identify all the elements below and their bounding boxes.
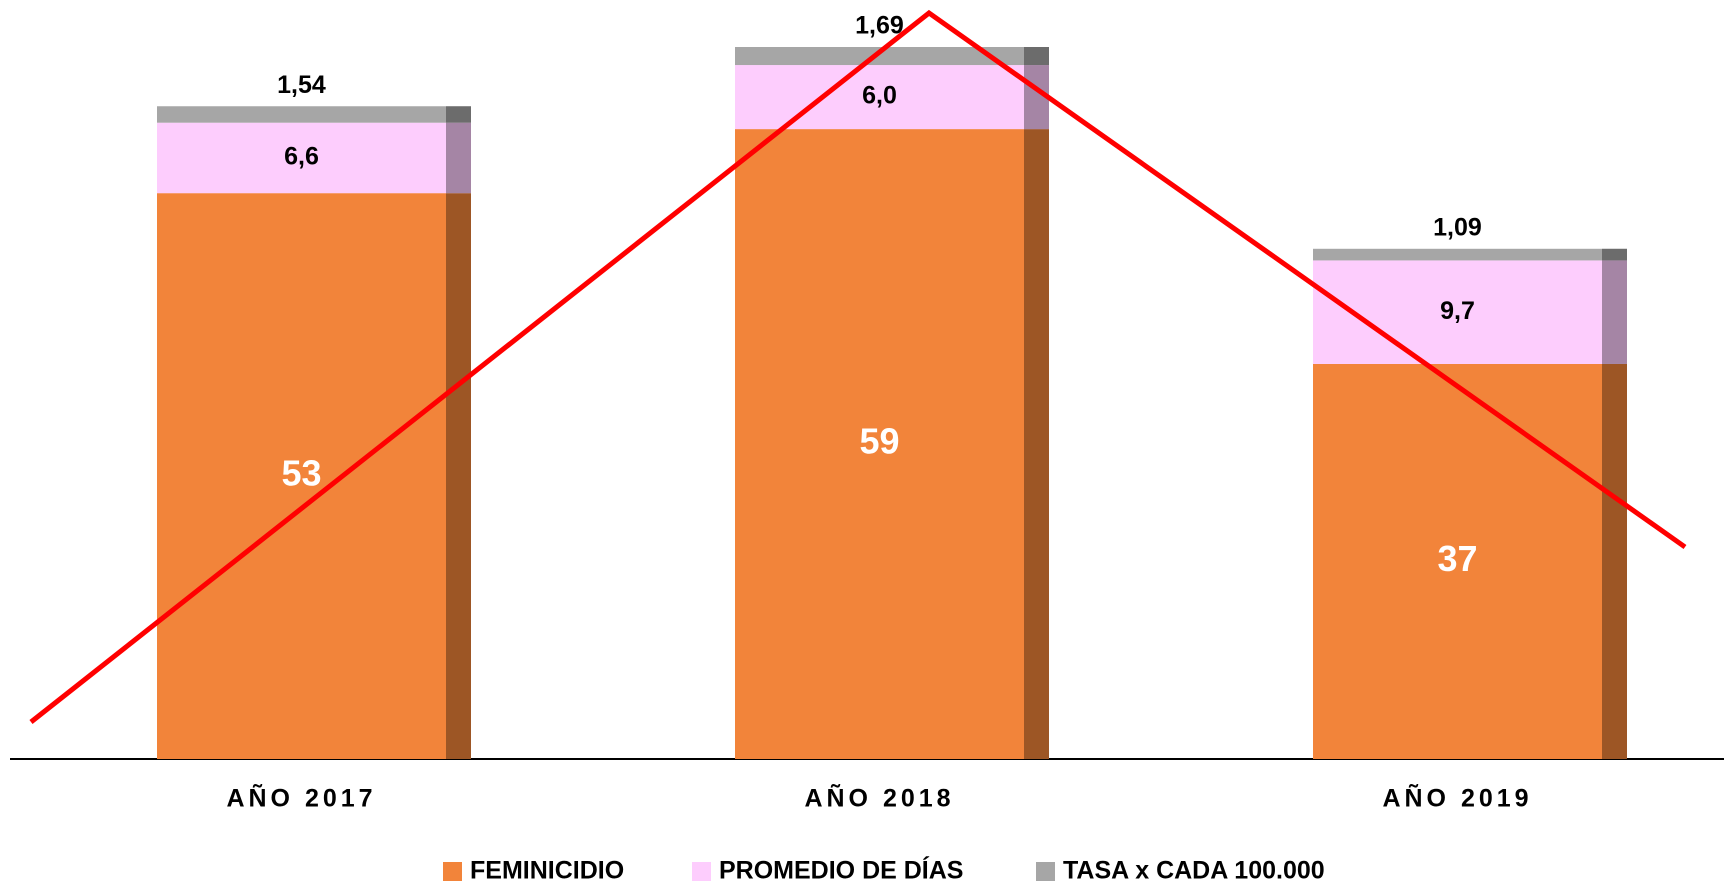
bar-shade xyxy=(1602,260,1627,364)
bars xyxy=(157,47,1627,759)
bar-segment xyxy=(735,129,1049,759)
value-label: 37 xyxy=(1437,538,1477,579)
bar-segment xyxy=(157,193,471,759)
value-label: 1,54 xyxy=(277,71,326,99)
bar-shade xyxy=(446,106,471,123)
value-label: 1,69 xyxy=(855,12,904,40)
trend-line xyxy=(29,9,1687,724)
value-label: 53 xyxy=(281,453,321,494)
x-tick-label: AÑO 2018 xyxy=(804,783,954,813)
legend-label: PROMEDIO DE DÍAS xyxy=(719,856,963,884)
value-label: 9,7 xyxy=(1440,297,1475,325)
bar-shade xyxy=(446,193,471,759)
legend-label: FEMINICIDIO xyxy=(470,857,624,884)
x-tick-label: AÑO 2019 xyxy=(1382,783,1532,813)
value-label: 1,09 xyxy=(1433,213,1482,241)
value-label: 6,0 xyxy=(862,82,897,110)
legend-swatch xyxy=(1036,862,1055,881)
bar-segment xyxy=(735,65,1049,130)
bar-shade xyxy=(1024,129,1049,759)
x-tick-label: AÑO 2017 xyxy=(226,783,376,813)
value-label: 59 xyxy=(859,421,899,462)
bar-shade xyxy=(1024,47,1049,66)
value-label: 6,6 xyxy=(284,143,319,171)
bar-shade xyxy=(446,122,471,194)
bar-segment xyxy=(157,106,471,123)
labels: 53 6,6 1,54 AÑO 2017 59 6,0 1,69 AÑO 2018 37 9,7 1… xyxy=(226,12,1532,884)
legend-label: TASA x CADA 100.000 xyxy=(1063,857,1325,884)
legend-swatch xyxy=(443,862,462,881)
bar-segment xyxy=(735,47,1049,66)
bar-segment xyxy=(157,122,471,194)
bar-segment xyxy=(1313,363,1627,759)
bar-shade xyxy=(1602,363,1627,759)
bar-segment xyxy=(1313,260,1627,364)
bar-shade xyxy=(1602,248,1627,261)
bar-segment xyxy=(1313,248,1627,261)
legend-swatch xyxy=(692,862,711,881)
